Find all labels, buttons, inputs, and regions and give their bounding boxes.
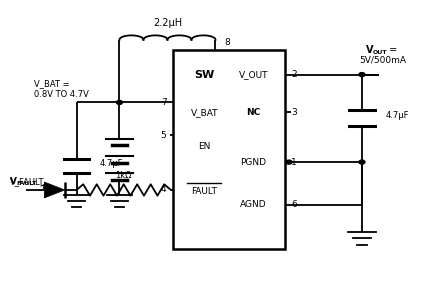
Bar <box>173 50 285 249</box>
Circle shape <box>359 73 365 77</box>
Text: FAULT: FAULT <box>17 181 37 186</box>
Text: 1: 1 <box>291 158 297 167</box>
Text: EN: EN <box>198 142 210 151</box>
Text: 5V/500mA: 5V/500mA <box>359 56 406 65</box>
Text: V_BAT =: V_BAT = <box>34 79 69 88</box>
Text: 7: 7 <box>161 98 166 107</box>
Text: AGND: AGND <box>240 200 267 210</box>
Circle shape <box>286 160 292 164</box>
Polygon shape <box>44 182 65 198</box>
Text: =: = <box>385 45 397 55</box>
Text: 8: 8 <box>225 38 230 47</box>
Text: V: V <box>366 45 374 55</box>
Text: 4.7μF: 4.7μF <box>100 159 124 168</box>
Text: 1kΩ: 1kΩ <box>115 171 132 180</box>
Text: 4.7μF: 4.7μF <box>385 111 409 120</box>
Text: SW: SW <box>194 69 214 79</box>
Text: 2: 2 <box>291 70 297 79</box>
Circle shape <box>359 160 365 164</box>
Text: OUT: OUT <box>373 50 388 55</box>
Text: 0.8V TO 4.7V: 0.8V TO 4.7V <box>34 90 89 99</box>
Circle shape <box>116 100 122 104</box>
Text: 6: 6 <box>291 200 297 210</box>
Text: 4: 4 <box>161 185 166 195</box>
Text: NC: NC <box>246 108 260 117</box>
Text: V_OUT: V_OUT <box>238 70 268 79</box>
Text: V_FAULT: V_FAULT <box>10 177 44 186</box>
Text: PGND: PGND <box>241 158 267 167</box>
Text: 5: 5 <box>161 131 166 140</box>
Text: V: V <box>10 177 17 186</box>
Text: 3: 3 <box>291 108 297 117</box>
Text: V_BAT: V_BAT <box>191 108 218 117</box>
Text: FAULT: FAULT <box>191 187 217 197</box>
Text: 2.2μH: 2.2μH <box>153 18 182 28</box>
